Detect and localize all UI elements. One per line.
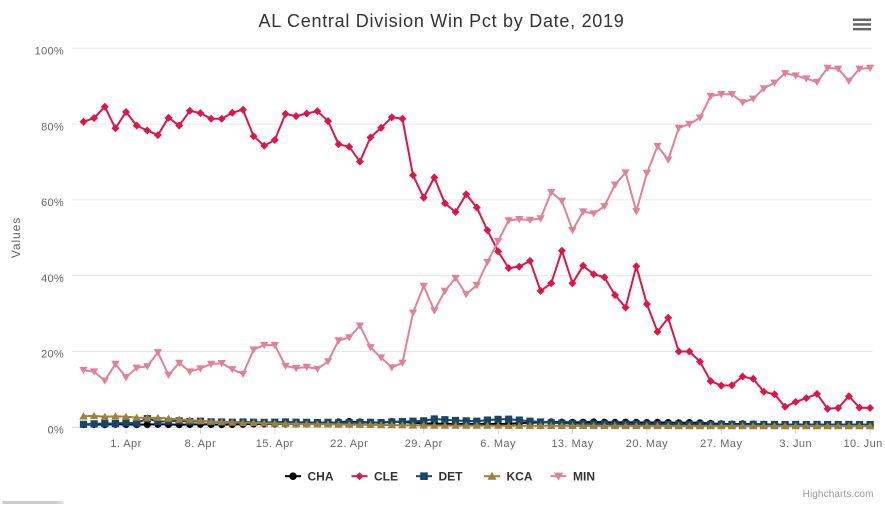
svg-text:DET: DET xyxy=(439,470,464,484)
svg-text:22. Apr: 22. Apr xyxy=(330,438,368,450)
svg-text:100%: 100% xyxy=(35,46,64,58)
svg-text:1. Apr: 1. Apr xyxy=(110,438,141,450)
svg-text:13. May: 13. May xyxy=(551,438,593,450)
svg-text:CLE: CLE xyxy=(374,470,398,484)
svg-text:27. May: 27. May xyxy=(700,438,742,450)
svg-text:20. May: 20. May xyxy=(626,438,668,450)
svg-text:6. May: 6. May xyxy=(480,438,516,450)
svg-text:15. Apr: 15. Apr xyxy=(256,438,294,450)
svg-text:MIN: MIN xyxy=(573,470,595,484)
svg-text:KCA: KCA xyxy=(507,470,533,484)
svg-text:60%: 60% xyxy=(41,197,64,209)
svg-text:3. Jun: 3. Jun xyxy=(779,438,812,450)
svg-text:Highcharts.com: Highcharts.com xyxy=(803,489,874,500)
svg-text:AL Central Division Win Pct by: AL Central Division Win Pct by Date, 201… xyxy=(259,11,625,31)
svg-text:Values: Values xyxy=(9,217,23,258)
svg-text:10. Jun: 10. Jun xyxy=(843,438,882,450)
svg-text:80%: 80% xyxy=(41,121,64,133)
svg-text:40%: 40% xyxy=(41,273,64,285)
svg-text:8. Apr: 8. Apr xyxy=(185,438,216,450)
svg-text:20%: 20% xyxy=(41,349,64,361)
svg-text:CHA: CHA xyxy=(308,470,334,484)
svg-text:0%: 0% xyxy=(48,425,65,437)
svg-text:29. Apr: 29. Apr xyxy=(405,438,443,450)
